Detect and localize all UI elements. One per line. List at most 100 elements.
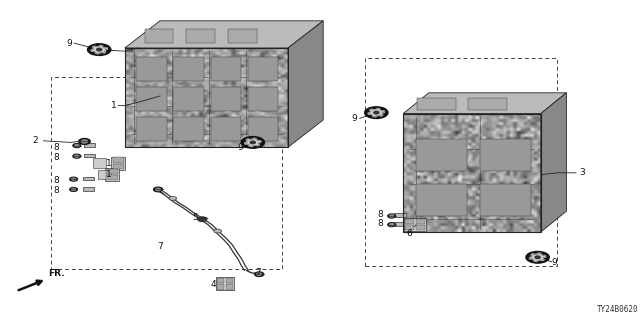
- Bar: [226, 284, 234, 290]
- Bar: [106, 169, 118, 174]
- Bar: [416, 225, 425, 230]
- Circle shape: [390, 224, 394, 226]
- Text: 2: 2: [33, 136, 38, 145]
- Bar: [228, 29, 257, 43]
- Bar: [404, 219, 413, 224]
- Bar: [98, 170, 111, 179]
- Bar: [211, 57, 241, 81]
- Bar: [248, 87, 278, 111]
- Text: 8: 8: [54, 176, 60, 185]
- Circle shape: [535, 256, 540, 259]
- Polygon shape: [111, 157, 125, 170]
- Polygon shape: [83, 177, 94, 180]
- Circle shape: [70, 177, 77, 181]
- Text: 9: 9: [237, 143, 243, 152]
- Bar: [404, 225, 413, 230]
- Bar: [248, 57, 278, 81]
- Text: 8: 8: [54, 143, 60, 152]
- Polygon shape: [125, 21, 323, 48]
- Polygon shape: [403, 93, 566, 114]
- Text: 7: 7: [157, 242, 163, 251]
- Circle shape: [154, 187, 163, 192]
- Bar: [106, 175, 118, 180]
- Text: 6: 6: [406, 229, 412, 238]
- Polygon shape: [244, 138, 261, 147]
- Circle shape: [88, 44, 111, 55]
- Text: 9: 9: [351, 114, 357, 123]
- Polygon shape: [105, 168, 119, 181]
- Circle shape: [214, 229, 221, 233]
- Bar: [136, 117, 167, 141]
- Bar: [173, 87, 204, 111]
- Text: 9: 9: [552, 258, 557, 267]
- Circle shape: [250, 141, 255, 144]
- Bar: [416, 184, 467, 216]
- Bar: [217, 284, 225, 290]
- Bar: [211, 117, 241, 141]
- Bar: [403, 114, 541, 232]
- Polygon shape: [368, 108, 385, 117]
- Bar: [93, 158, 106, 168]
- Bar: [136, 57, 167, 81]
- Bar: [173, 57, 204, 81]
- Circle shape: [72, 178, 76, 180]
- Bar: [136, 87, 167, 111]
- Polygon shape: [404, 218, 426, 231]
- Circle shape: [257, 273, 262, 276]
- Bar: [211, 87, 241, 111]
- Circle shape: [388, 214, 396, 218]
- Circle shape: [81, 140, 88, 143]
- Circle shape: [198, 217, 207, 221]
- Polygon shape: [216, 277, 234, 290]
- Text: 1: 1: [111, 101, 116, 110]
- Circle shape: [169, 196, 177, 200]
- Text: TY24B0620: TY24B0620: [597, 305, 639, 314]
- Text: 4: 4: [211, 280, 216, 289]
- Text: 7: 7: [255, 268, 260, 277]
- Circle shape: [526, 252, 549, 263]
- Text: FR.: FR.: [48, 269, 65, 278]
- Text: 3: 3: [579, 168, 585, 177]
- Bar: [248, 117, 278, 141]
- Text: 8: 8: [377, 210, 383, 219]
- Bar: [416, 219, 425, 224]
- Bar: [113, 157, 124, 163]
- Circle shape: [97, 48, 102, 51]
- Bar: [173, 117, 204, 141]
- Bar: [480, 184, 531, 216]
- Text: 5: 5: [193, 213, 198, 222]
- Bar: [125, 48, 288, 147]
- Text: 8: 8: [54, 153, 60, 162]
- Text: 9: 9: [66, 39, 72, 48]
- Bar: [145, 29, 173, 43]
- Circle shape: [374, 111, 379, 114]
- Circle shape: [73, 144, 81, 148]
- Bar: [226, 278, 234, 283]
- Circle shape: [156, 188, 161, 191]
- Bar: [416, 139, 467, 171]
- Polygon shape: [288, 21, 323, 147]
- Bar: [468, 98, 507, 110]
- Polygon shape: [394, 222, 406, 226]
- Bar: [217, 278, 225, 283]
- Circle shape: [79, 139, 90, 144]
- Polygon shape: [84, 143, 95, 147]
- Circle shape: [241, 137, 264, 148]
- Bar: [113, 164, 124, 169]
- Polygon shape: [84, 154, 95, 157]
- Circle shape: [255, 272, 264, 276]
- Polygon shape: [394, 213, 406, 217]
- Text: 8: 8: [54, 186, 60, 195]
- Circle shape: [390, 215, 394, 217]
- Polygon shape: [541, 93, 566, 232]
- Circle shape: [75, 145, 79, 147]
- Circle shape: [365, 107, 388, 118]
- Polygon shape: [83, 187, 94, 191]
- Bar: [480, 139, 531, 171]
- Circle shape: [70, 188, 77, 191]
- Polygon shape: [91, 45, 108, 54]
- Circle shape: [75, 155, 79, 157]
- Bar: [417, 98, 456, 110]
- Polygon shape: [529, 253, 546, 261]
- Text: 1: 1: [106, 170, 112, 179]
